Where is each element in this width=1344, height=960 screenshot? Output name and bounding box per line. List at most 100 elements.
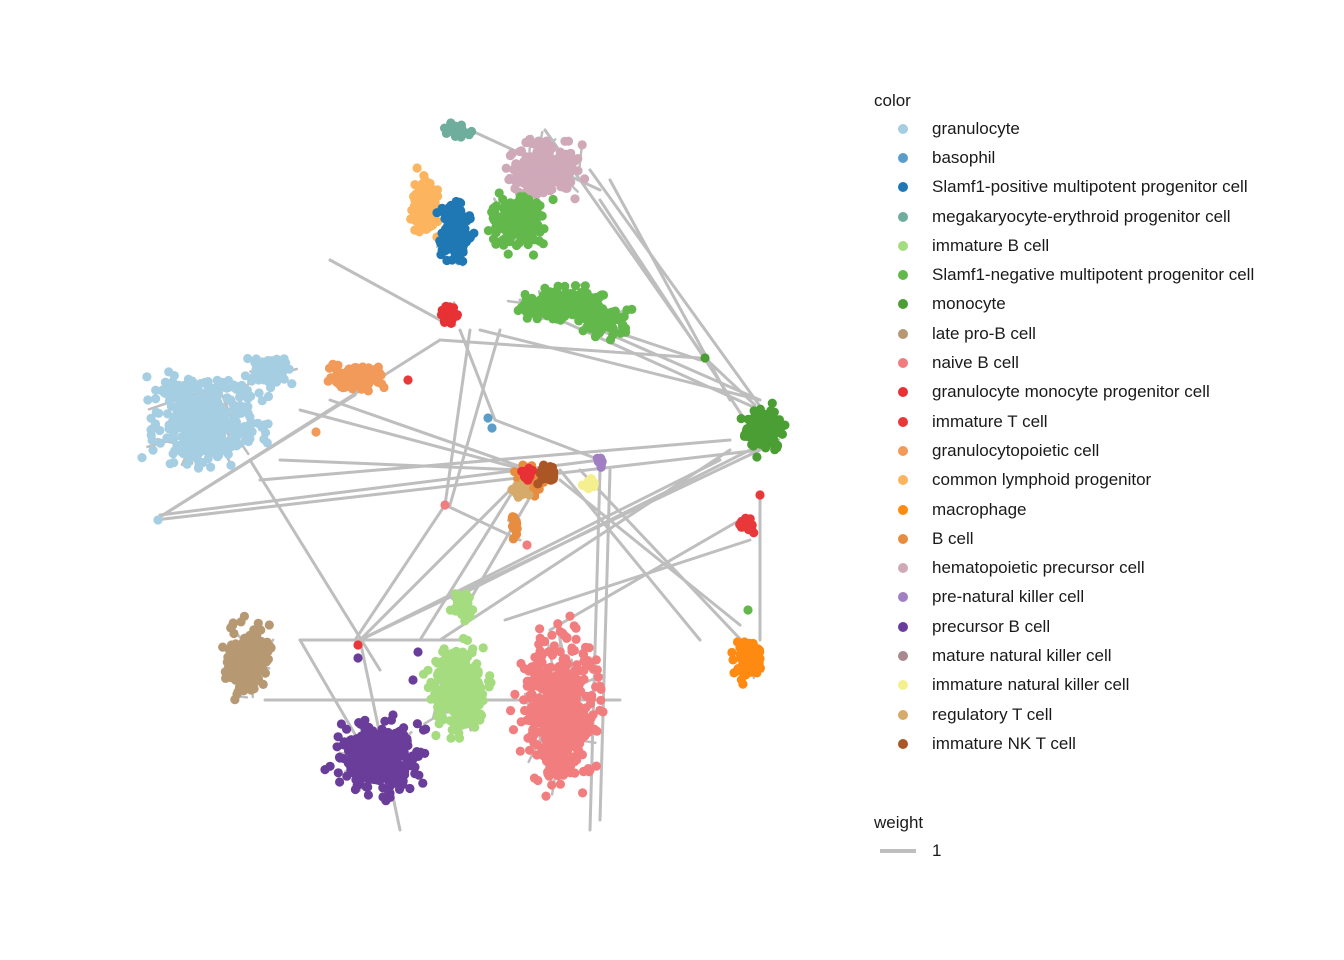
graph-node — [404, 759, 414, 769]
graph-node — [535, 624, 545, 634]
graph-node — [554, 767, 565, 777]
graph-node — [491, 239, 501, 249]
graph-node — [483, 413, 493, 423]
graph-node — [236, 408, 247, 418]
graph-node — [458, 693, 468, 703]
graph-node — [412, 747, 422, 757]
graph-node — [151, 421, 161, 432]
graph-node — [585, 765, 595, 775]
graph-node — [388, 710, 398, 720]
graph-node — [187, 425, 197, 435]
graph-node — [348, 749, 358, 759]
graph-edge — [598, 328, 762, 402]
graph-node — [760, 411, 770, 421]
graph-node — [203, 384, 213, 395]
graph-node — [498, 194, 508, 204]
legend-key — [874, 738, 932, 749]
graph-node — [349, 379, 359, 389]
graph-node — [511, 486, 521, 496]
graph-node — [501, 163, 511, 173]
legend-key — [874, 533, 932, 544]
graph-node — [748, 441, 759, 451]
graph-node — [596, 695, 606, 706]
graph-node — [560, 760, 570, 770]
graph-node — [405, 783, 415, 794]
graph-node — [564, 157, 574, 167]
graph-node — [510, 216, 520, 226]
graph-node — [540, 636, 550, 647]
graph-node — [229, 628, 239, 639]
graph-node — [467, 674, 477, 685]
graph-node — [435, 693, 445, 703]
legend-label: immature T cell — [932, 411, 1048, 431]
graph-node — [413, 203, 423, 213]
graph-node — [758, 425, 768, 435]
graph-node — [184, 454, 195, 464]
graph-node — [594, 328, 605, 338]
graph-node — [224, 644, 234, 655]
graph-node — [198, 413, 208, 423]
legend-key — [874, 387, 932, 398]
graph-node — [198, 458, 208, 468]
graph-node — [618, 325, 629, 335]
color-legend: color granulocyte basophil Slamf1-positive… — [874, 88, 1254, 759]
graph-node — [416, 192, 426, 202]
graph-node — [532, 198, 542, 208]
graph-node — [547, 630, 557, 640]
graph-node — [231, 669, 241, 679]
graph-node — [524, 195, 534, 205]
graph-node — [311, 427, 321, 437]
graph-edge — [298, 408, 527, 472]
graph-node — [542, 715, 552, 726]
graph-node — [445, 716, 455, 726]
graph-node — [456, 125, 466, 135]
graph-node — [231, 432, 242, 442]
weight-legend: weight 1 — [874, 810, 941, 866]
graph-node — [553, 619, 563, 629]
legend-key — [874, 592, 932, 603]
graph-node — [521, 137, 531, 147]
graph-node — [548, 194, 558, 205]
graph-node — [569, 757, 580, 767]
graph-node — [521, 301, 531, 311]
graph-node — [509, 467, 520, 477]
graph-node — [442, 691, 452, 701]
graph-node — [557, 745, 567, 755]
graph-node — [738, 661, 748, 671]
graph-node — [443, 224, 454, 234]
graph-node — [498, 238, 508, 248]
graph-node — [492, 217, 502, 227]
graph-node — [476, 710, 487, 721]
legend-label: granulocyte monocyte progenitor cell — [932, 382, 1210, 402]
graph-node — [553, 307, 563, 317]
graph-node — [539, 307, 549, 317]
graph-node — [542, 668, 553, 678]
legend-label: Slamf1-positive multipotent progenitor c… — [932, 177, 1248, 197]
graph-node — [561, 166, 571, 177]
graph-node — [507, 521, 518, 531]
graph-node — [196, 435, 206, 445]
legend-label: granulocyte — [932, 118, 1020, 138]
graph-node — [728, 655, 738, 665]
legend-label: granulocytopoietic cell — [932, 440, 1100, 460]
graph-node — [349, 368, 359, 378]
graph-node — [577, 140, 587, 150]
graph-node — [284, 364, 294, 374]
legend-label: precursor B cell — [932, 616, 1051, 636]
graph-node — [246, 685, 256, 695]
legend-swatch — [898, 211, 908, 222]
graph-node — [761, 443, 771, 453]
graph-node — [748, 638, 758, 649]
legend-item: pre-natural killer cell — [874, 583, 1254, 612]
graph-node — [154, 408, 164, 418]
graph-node — [528, 181, 538, 191]
graph-node — [579, 665, 589, 676]
graph-node — [222, 419, 232, 429]
graph-node — [342, 724, 352, 734]
graph-node — [177, 432, 187, 442]
graph-node — [605, 323, 615, 333]
legend-key — [874, 182, 932, 193]
legend-item: common lymphoid progenitor — [874, 466, 1254, 495]
graph-node — [566, 177, 576, 187]
graph-node — [515, 146, 525, 157]
